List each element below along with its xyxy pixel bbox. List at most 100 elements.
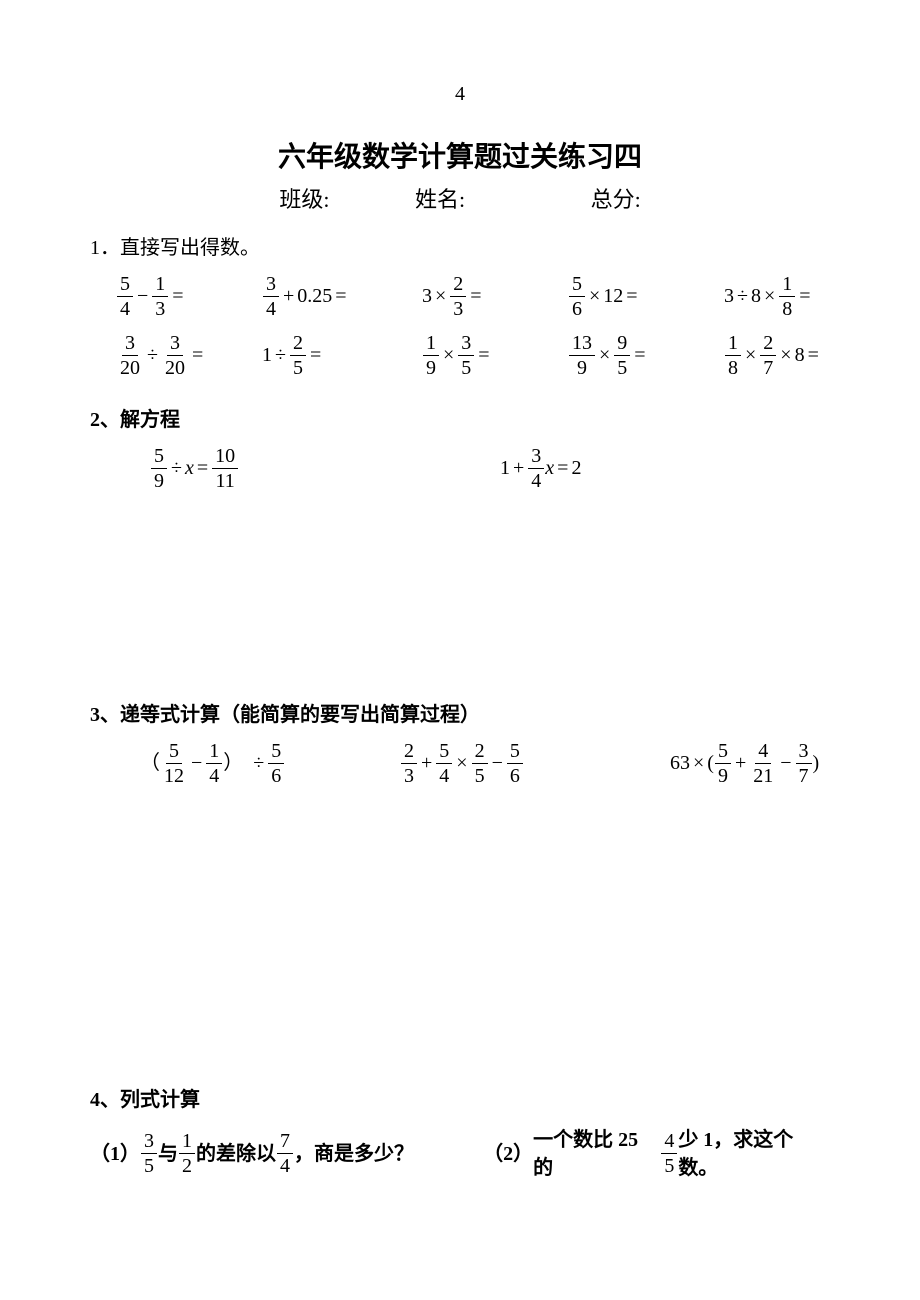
minus: − xyxy=(777,749,794,777)
equals: = xyxy=(332,282,349,310)
divide: ÷ xyxy=(144,341,161,369)
den: 4 xyxy=(263,297,279,319)
times: × xyxy=(440,341,457,369)
variable-x: x xyxy=(545,454,554,482)
equals: = xyxy=(796,282,813,310)
section3-num: 3、 xyxy=(90,704,120,726)
plus: + xyxy=(280,282,297,310)
section4-heading: 4、列式计算 xyxy=(90,1086,830,1114)
variable-x: x xyxy=(185,454,194,482)
den: 6 xyxy=(507,764,523,786)
num: 2 xyxy=(472,741,488,764)
fraction: 37 xyxy=(796,741,812,786)
equals: = xyxy=(475,341,492,369)
s4e2: （2） 一个数比 25 的 45 少 1，求这个数。 xyxy=(483,1126,830,1182)
integer: 1 xyxy=(262,341,272,369)
num: 2 xyxy=(450,274,466,297)
section4-num: 4、 xyxy=(90,1089,120,1111)
s1r2e1: 320 ÷ 320 = xyxy=(116,333,262,378)
fraction: 421 xyxy=(750,741,776,786)
score-label: 总分: xyxy=(591,185,641,216)
s1r2e5: 18 × 27 × 8 = xyxy=(724,333,874,378)
divide: ÷ xyxy=(243,749,267,777)
num: 3 xyxy=(263,274,279,297)
section2-heading: 2、解方程 xyxy=(90,406,830,434)
fraction: 25 xyxy=(472,741,488,786)
section4-text: 列式计算 xyxy=(120,1089,200,1111)
fraction: 14 xyxy=(206,741,222,786)
s3e3: 63 × ( 59 + 421 − 37 ) xyxy=(670,741,819,786)
equals: = xyxy=(623,282,640,310)
den: 20 xyxy=(117,356,143,378)
s1-row2: 320 ÷ 320 = 1 ÷ 25 = 19 × 35 = 139 × 95 … xyxy=(90,333,830,378)
num: 3 xyxy=(167,333,183,356)
den: 6 xyxy=(569,297,585,319)
den: 5 xyxy=(290,356,306,378)
den: 5 xyxy=(661,1154,677,1176)
den: 21 xyxy=(750,764,776,786)
rparen: ) xyxy=(813,749,820,777)
den: 5 xyxy=(458,356,474,378)
plus: + xyxy=(418,749,435,777)
num: 5 xyxy=(715,741,731,764)
class-label: 班级: xyxy=(279,185,329,216)
s1r2e4: 139 × 95 = xyxy=(568,333,724,378)
fraction: 56 xyxy=(569,274,585,319)
fraction: 25 xyxy=(290,333,306,378)
s1r1e3: 3 × 23 = xyxy=(422,274,568,319)
integer: 8 xyxy=(751,282,761,310)
den: 9 xyxy=(574,356,590,378)
den: 8 xyxy=(725,356,741,378)
num: 7 xyxy=(277,1131,293,1154)
minus: − xyxy=(489,749,506,777)
fraction: 74 xyxy=(277,1131,293,1176)
text: ，商是多少？ xyxy=(294,1140,414,1168)
integer: 12 xyxy=(603,282,623,310)
times: × xyxy=(742,341,759,369)
equals: = xyxy=(554,454,571,482)
fraction: 12 xyxy=(179,1131,195,1176)
equals: = xyxy=(307,341,324,369)
den: 3 xyxy=(401,764,417,786)
den: 3 xyxy=(152,297,168,319)
section1-heading: 1．直接写出得数。 xyxy=(90,234,830,262)
integer: 1 xyxy=(500,454,510,482)
s2e1: 59 ÷ x = 1011 xyxy=(150,446,500,491)
s1r2e2: 1 ÷ 25 = xyxy=(262,333,422,378)
num: 3 xyxy=(796,741,812,764)
den: 11 xyxy=(213,469,238,491)
integer: 3 xyxy=(422,282,432,310)
num: 2 xyxy=(401,741,417,764)
fraction: 59 xyxy=(715,741,731,786)
num: 2 xyxy=(290,333,306,356)
section3-text: 递等式计算（能简算的要写出简算过程） xyxy=(120,704,480,726)
divide: ÷ xyxy=(272,341,289,369)
den: 5 xyxy=(141,1154,157,1176)
times: × xyxy=(690,749,707,777)
num: 3 xyxy=(141,1131,157,1154)
fraction: 54 xyxy=(117,274,133,319)
section3-heading: 3、递等式计算（能简算的要写出简算过程） xyxy=(90,701,830,729)
num: 5 xyxy=(436,741,452,764)
fraction: 34 xyxy=(528,446,544,491)
den: 4 xyxy=(277,1154,293,1176)
num: 1 xyxy=(779,274,795,297)
fraction: 54 xyxy=(436,741,452,786)
s1r1e4: 56 × 12 = xyxy=(568,274,724,319)
plus: + xyxy=(510,454,527,482)
problem-num: （2） xyxy=(483,1140,533,1168)
num: 5 xyxy=(507,741,523,764)
s1r2e3: 19 × 35 = xyxy=(422,333,568,378)
page-number: 4 xyxy=(90,80,830,108)
fraction: 95 xyxy=(614,333,630,378)
num: 5 xyxy=(268,741,284,764)
section2-text: 解方程 xyxy=(120,409,180,431)
num: 2 xyxy=(760,333,776,356)
fraction: 56 xyxy=(268,741,284,786)
fraction: 13 xyxy=(152,274,168,319)
fraction: 139 xyxy=(569,333,595,378)
s1-row1: 54 − 13 = 34 + 0.25 = 3 × 23 = 56 × 12 =… xyxy=(90,274,830,319)
den: 2 xyxy=(179,1154,195,1176)
times: × xyxy=(596,341,613,369)
divide: ÷ xyxy=(168,454,185,482)
